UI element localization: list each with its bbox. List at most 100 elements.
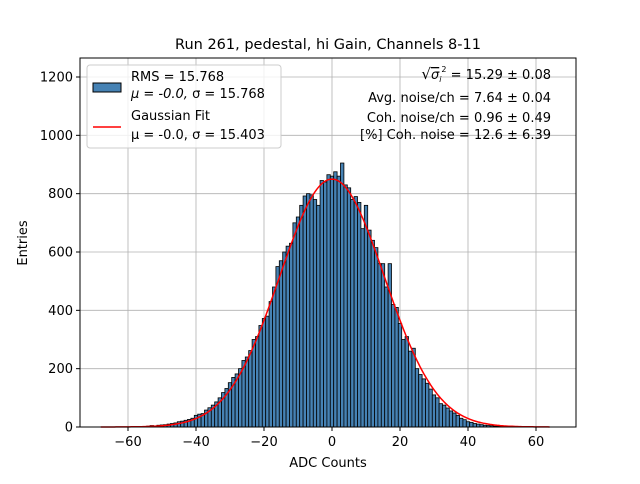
histogram-bar [330,176,333,427]
histogram-bar [300,205,303,427]
histogram-bar [409,351,412,427]
histogram-bar [432,395,435,427]
histogram-bar [313,200,316,428]
y-tick-label: 600 [48,246,73,261]
histogram-bar [392,305,395,428]
histogram-bar [276,267,279,427]
y-tick-label: 800 [48,187,73,202]
histogram-bar [252,340,255,428]
annotation-coh-noise-percent: [%] Coh. noise = 12.6 ± 6.39 [360,128,551,143]
histogram-bar [341,163,344,427]
histogram-bar [259,326,262,428]
y-tick-label: 400 [48,304,73,319]
histogram-bar [419,375,422,428]
histogram-bar [293,223,296,427]
histogram-bar [422,379,425,427]
histogram-bar [269,302,272,427]
histogram-bar [473,424,476,428]
histogram-bar [351,200,354,428]
histogram-bar [466,422,469,427]
x-tick-label: −60 [114,435,141,450]
histogram-bar [439,404,442,427]
histogram-bar [245,357,248,427]
histogram-bar [426,383,429,427]
legend-entry-2-line2: μ = -0.0, σ = 15.403 [131,128,265,143]
legend-entry-2-line1: Gaussian Fit [131,109,210,124]
histogram-bar [347,188,350,427]
y-axis-ticks: 0 200 400 600 800 1000 1200 [40,71,80,436]
legend-entry-1-line2: μ = -0.0, σ = 15.768 [130,87,265,102]
x-tick-label: 20 [392,435,409,450]
histogram-bar [344,185,347,427]
histogram-bar [307,194,310,427]
histogram-bar [317,205,320,427]
histogram-bar [405,337,408,427]
histogram-bar [337,176,340,427]
histogram-bar [415,369,418,427]
y-tick-label: 200 [48,362,73,377]
x-tick-label: −40 [182,435,209,450]
x-axis-ticks: −60 −40 −20 0 20 40 60 [114,427,544,450]
histogram-bar [364,205,367,427]
histogram-bars [140,163,511,427]
histogram-bar [256,337,259,427]
x-tick-label: 40 [460,435,477,450]
histogram-bar [310,195,313,427]
histogram-bar [249,351,252,427]
histogram-bar [303,196,306,427]
histogram-bar [429,389,432,427]
annotation-coh-noise: Coh. noise/ch = 0.96 ± 0.49 [367,111,551,126]
histogram-bar [412,348,415,427]
histogram-bar [368,230,371,427]
histogram-bar [395,307,398,427]
histogram-bar [456,415,459,427]
histogram-bar [361,229,364,427]
histogram-bar [279,261,282,427]
histogram-bar [378,264,381,427]
histogram-bar [320,181,323,427]
histogram-bar [354,197,357,427]
histogram-bar [324,182,327,427]
legend-entry-1-line1: RMS = 15.768 [131,70,224,85]
histogram-bar [358,202,361,427]
histogram-bar [371,240,374,427]
histogram-bar [402,340,405,428]
histogram-bar [296,217,299,427]
x-tick-label: −20 [250,435,277,450]
histogram-bar [334,172,337,427]
histogram-bar [449,411,452,427]
histogram-bar [262,319,265,428]
histogram-bar [290,243,293,427]
histogram-bar [283,252,286,427]
legend: RMS = 15.768 μ = -0.0, σ = 15.768 Gaussi… [87,65,281,148]
histogram-bar [443,405,446,427]
histogram-bar [436,398,439,427]
histogram-bar [446,408,449,427]
legend-histogram-swatch [93,83,121,92]
histogram-bar [327,175,330,427]
histogram-bar [398,323,401,427]
histogram-bar [460,418,463,427]
chart-title: Run 261, pedestal, hi Gain, Channels 8-1… [175,37,481,53]
histogram-bar [239,369,242,427]
y-tick-label: 0 [65,421,73,436]
histogram-bar [463,420,466,427]
annotation-sigma-total: √σi2 = 15.29 ± 0.08 [421,65,551,84]
histogram-bar [470,422,473,427]
x-tick-label: 60 [528,435,545,450]
histogram-bar [375,248,378,427]
histogram-bar [266,316,269,427]
y-tick-label: 1200 [40,71,73,86]
x-axis-label: ADC Counts [289,456,367,471]
histogram-bar [194,415,197,427]
y-axis-label: Entries [16,220,31,266]
y-tick-label: 1000 [40,129,73,144]
histogram-bar [453,413,456,427]
x-tick-label: 0 [328,435,336,450]
histogram-bar [273,287,276,427]
histogram-bar [385,287,388,427]
histogram-bar [381,264,384,427]
histogram-bar [286,246,289,427]
annotation-avg-noise: Avg. noise/ch = 7.64 ± 0.04 [368,91,551,106]
